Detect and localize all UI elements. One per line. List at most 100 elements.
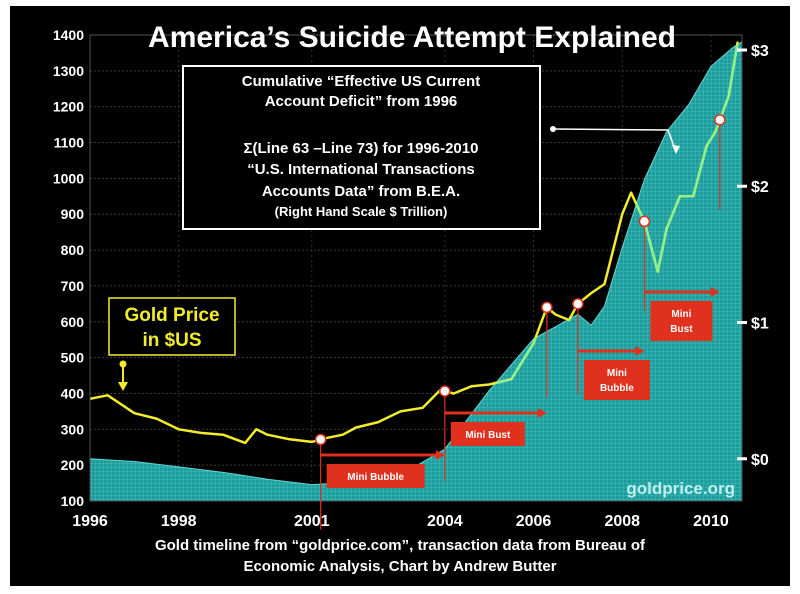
phase-marker-dot (314, 433, 327, 446)
phase-label: Mini Bust (465, 430, 511, 441)
callout-box-line: “U.S. International Transactions (247, 161, 475, 178)
gold-price-point (106, 394, 109, 397)
x-tick-label: 1996 (72, 513, 108, 530)
callout-leader-arrow (672, 145, 680, 154)
phase-marker-dot (638, 215, 651, 228)
y-tick-label-left: 800 (61, 242, 85, 258)
x-tick-label: 2001 (294, 513, 330, 530)
gold-label-box (108, 297, 236, 356)
gold-price-point (470, 385, 473, 388)
gold-price-point (310, 441, 313, 443)
y-tick-label-left: 600 (61, 314, 85, 330)
caption-line: Economic Analysis, Chart by Andrew Butte… (243, 558, 556, 575)
y-tick-label-left: 400 (61, 385, 85, 401)
gold-price-point (399, 410, 402, 413)
gold-label-pointer-arrow (118, 382, 128, 391)
gold-price-point (133, 412, 136, 415)
callout-box-line: Accounts Data” from B.E.A. (262, 183, 460, 200)
x-tick-label: 2010 (693, 513, 729, 530)
phase-label-box (583, 360, 650, 400)
phase-marker-dot (714, 114, 726, 126)
gold-price-point (244, 442, 247, 444)
gold-price-point (155, 417, 158, 420)
gold-price-point (692, 195, 695, 198)
gold-price-point (714, 130, 717, 133)
gold-price-point (705, 145, 708, 148)
gold-price-point (341, 433, 344, 436)
y-tick-label-left: 900 (61, 206, 85, 222)
gold-price-point (288, 438, 291, 441)
gold-price-point (510, 378, 513, 380)
gold-price-point (590, 292, 593, 294)
gold-price-point (452, 392, 455, 395)
phase-label-box (450, 422, 525, 446)
y-tick-label-left: 100 (61, 493, 85, 509)
gold-price-point (621, 213, 624, 216)
callout-box-line: Account Deficit” from 1996 (265, 93, 458, 110)
y-tick-label-right: $3 (751, 43, 769, 60)
gold-price-point (679, 195, 681, 198)
phase-arrow-head (635, 346, 645, 356)
x-tick-label: 2008 (604, 513, 640, 530)
x-tick-label: 2004 (427, 513, 463, 530)
gold-price-point (200, 432, 202, 434)
phase-label: Mini (671, 309, 691, 320)
y-tick-label-right: $1 (751, 316, 769, 333)
deficit-area (90, 41, 742, 501)
callout-box-line: Cumulative “Effective US Current (242, 73, 480, 90)
y-tick-label-left: 700 (61, 278, 85, 294)
phase-marker-dot (572, 298, 584, 310)
y-tick-label-left: 200 (61, 457, 85, 473)
gold-price-point (603, 283, 606, 285)
phase-arrow-head (537, 408, 547, 418)
gold-price-point (355, 426, 357, 429)
y-tick-label-left: 1200 (53, 99, 84, 115)
phase-label: Bust (670, 324, 693, 335)
phase-label-box (650, 301, 713, 341)
callout-box (182, 65, 541, 230)
gold-price-point (255, 428, 258, 431)
x-tick-label: 2006 (516, 513, 552, 530)
gold-price-point (630, 191, 632, 194)
callout-leader-line (552, 128, 677, 153)
caption-line: Gold timeline from “goldprice.com”, tran… (155, 537, 646, 554)
phase-marker-dot (541, 301, 553, 314)
callout-box-line: Σ(Line 63 –Line 73) for 1996-2010 (244, 140, 479, 157)
phase-marker-dot (439, 385, 451, 397)
gold-price-point (377, 421, 380, 423)
gold-price-point (554, 313, 557, 316)
gold-price-point (656, 270, 659, 273)
phase-label: Mini Bubble (347, 472, 404, 483)
gold-price-point (568, 319, 570, 321)
gold-price-point (222, 433, 225, 436)
y-tick-label-left: 1300 (53, 63, 84, 79)
x-tick-label: 1998 (161, 513, 197, 530)
y-tick-label-right: $2 (751, 179, 769, 196)
gold-price-point (177, 428, 180, 431)
gold-price-point (727, 95, 730, 97)
gold-label-line: in $US (142, 330, 201, 351)
chart-title: America’s Suicide Attempt Explained (148, 21, 676, 54)
y-tick-label-left: 500 (61, 350, 85, 366)
gold-price-point (736, 41, 739, 44)
gold-price-point (421, 406, 424, 409)
plot-frame (89, 34, 743, 502)
y-tick-label-right: $0 (751, 452, 769, 469)
y-tick-label-left: 1400 (53, 27, 84, 43)
callout-box-line: (Right Hand Scale $ Trillion) (275, 204, 448, 219)
y-tick-label-left: 1000 (53, 170, 84, 186)
phase-arrow-head (710, 287, 720, 297)
phase-arrow-head (435, 450, 445, 460)
phase-label-box (326, 464, 425, 488)
phase-label: Mini (607, 368, 627, 379)
y-tick-label-left: 300 (61, 421, 85, 437)
gold-price-point (532, 342, 535, 345)
gold-label-line: Gold Price (124, 305, 219, 326)
y-tick-label-left: 1100 (54, 135, 85, 151)
gold-price-point (266, 433, 269, 436)
watermark: goldprice.org (626, 479, 735, 498)
phase-label: Bubble (600, 383, 634, 394)
gold-price-point (665, 227, 668, 230)
